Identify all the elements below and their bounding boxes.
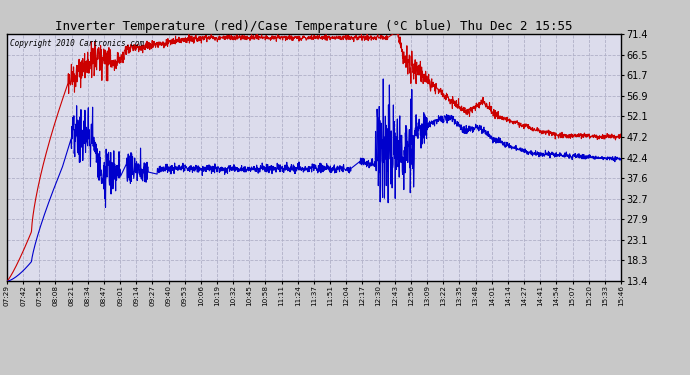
Text: Copyright 2010 Cartronics.com: Copyright 2010 Cartronics.com: [10, 39, 144, 48]
Title: Inverter Temperature (red)/Case Temperature (°C blue) Thu Dec 2 15:55: Inverter Temperature (red)/Case Temperat…: [55, 20, 573, 33]
